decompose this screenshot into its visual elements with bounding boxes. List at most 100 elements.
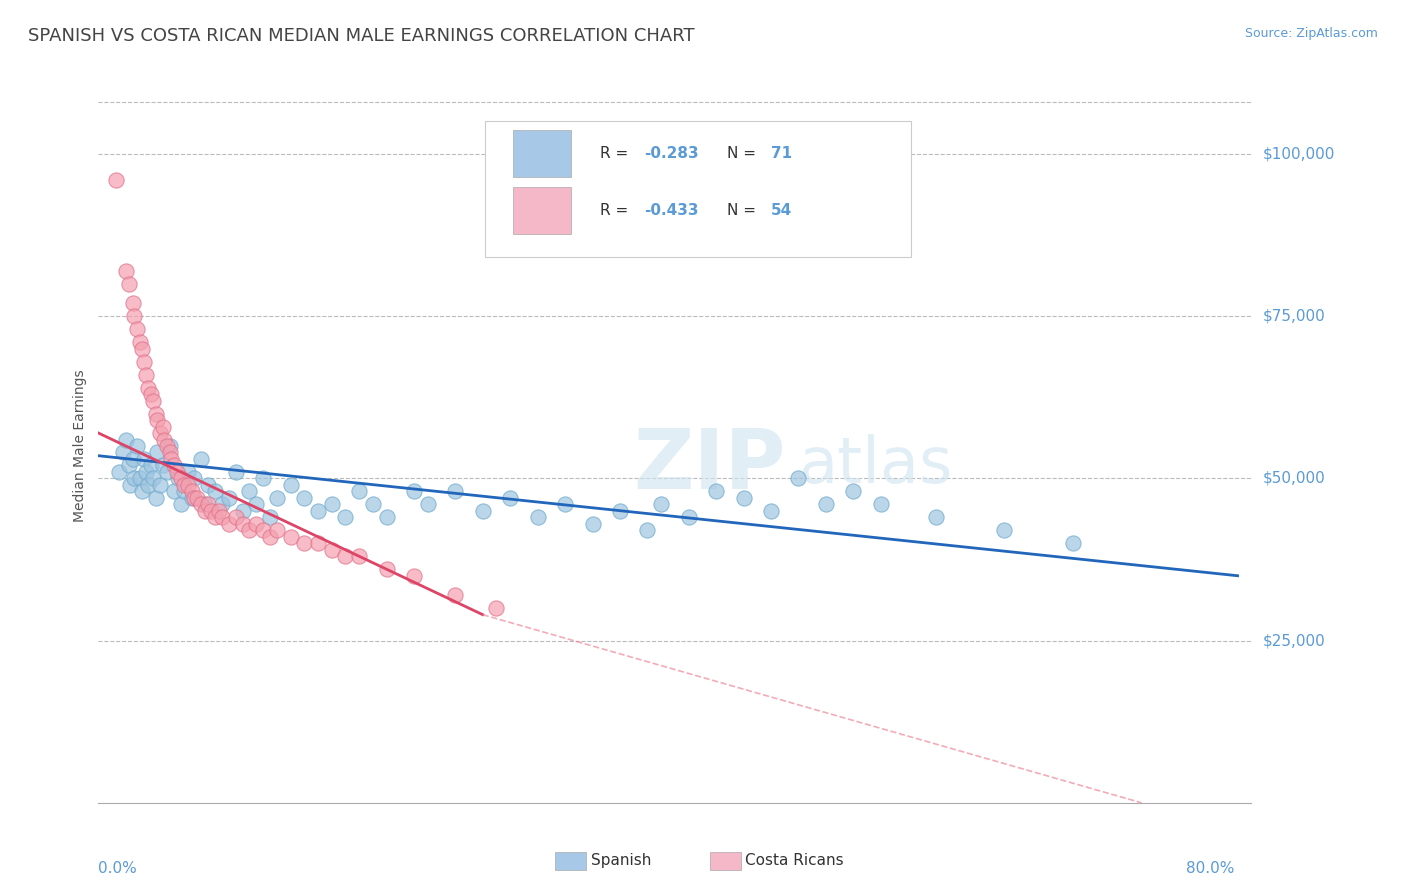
FancyBboxPatch shape (485, 121, 911, 257)
Point (636, 524, 658, 538)
Point (132, 452, 155, 467)
Point (204, 510, 226, 524)
Point (307, 536, 329, 550)
Text: Costa Ricans: Costa Ricans (745, 854, 844, 868)
Point (152, 419, 174, 434)
Point (252, 524, 274, 538)
Point (471, 504, 494, 518)
Point (842, 484, 865, 499)
Point (211, 510, 233, 524)
Point (173, 484, 195, 499)
Point (218, 491, 240, 505)
Point (245, 516, 267, 531)
Point (115, 433, 138, 447)
Point (112, 445, 135, 459)
Point (117, 458, 139, 473)
Point (159, 445, 181, 459)
Point (231, 516, 254, 531)
Point (173, 478, 195, 492)
Point (197, 478, 219, 492)
Point (132, 354, 155, 368)
Point (211, 497, 233, 511)
Point (136, 381, 159, 395)
Point (122, 471, 145, 485)
Point (190, 497, 212, 511)
Point (704, 484, 727, 499)
Point (115, 264, 138, 278)
Point (149, 425, 172, 440)
Point (526, 510, 548, 524)
Point (924, 510, 946, 524)
Point (160, 452, 183, 467)
Point (167, 471, 190, 485)
Text: 80.0%: 80.0% (1187, 861, 1234, 876)
Point (156, 465, 179, 479)
Point (609, 504, 631, 518)
Point (153, 433, 176, 447)
Point (259, 510, 281, 524)
Point (225, 465, 247, 479)
Point (180, 484, 202, 499)
Text: -0.283: -0.283 (644, 146, 699, 161)
Text: Spanish: Spanish (591, 854, 651, 868)
Text: 0.0%: 0.0% (98, 861, 138, 876)
Point (186, 491, 208, 505)
Point (292, 536, 315, 550)
Point (128, 471, 150, 485)
Point (208, 504, 231, 518)
Point (176, 465, 198, 479)
Point (280, 478, 302, 492)
Point (105, 173, 128, 187)
Point (135, 368, 157, 382)
Point (117, 277, 139, 291)
Point (238, 524, 260, 538)
Point (142, 471, 165, 485)
Point (131, 342, 153, 356)
Text: N =: N = (727, 146, 761, 161)
Point (218, 516, 240, 531)
Point (225, 510, 247, 524)
Text: atlas: atlas (799, 434, 953, 497)
Text: N =: N = (727, 203, 761, 218)
Point (190, 452, 212, 467)
Point (159, 439, 181, 453)
Point (499, 491, 522, 505)
Point (145, 491, 167, 505)
Point (238, 484, 260, 499)
Point (245, 497, 267, 511)
Point (145, 407, 167, 421)
FancyBboxPatch shape (513, 130, 571, 177)
Point (122, 310, 145, 324)
Point (444, 588, 467, 602)
Point (375, 562, 398, 576)
Point (125, 439, 148, 453)
Point (176, 478, 198, 492)
Text: $50,000: $50,000 (1263, 471, 1326, 486)
Point (197, 497, 219, 511)
Point (131, 484, 153, 499)
Point (108, 465, 131, 479)
Text: $75,000: $75,000 (1263, 309, 1326, 324)
Point (321, 542, 343, 557)
Point (136, 478, 159, 492)
Text: R =: R = (600, 146, 633, 161)
Point (787, 471, 810, 485)
Point (347, 484, 370, 499)
Point (252, 471, 274, 485)
Point (170, 497, 193, 511)
Point (266, 491, 288, 505)
Point (163, 484, 186, 499)
Point (485, 601, 508, 615)
Point (869, 497, 891, 511)
Text: ZIP: ZIP (634, 425, 786, 506)
Point (166, 465, 188, 479)
Point (335, 510, 357, 524)
Point (139, 387, 162, 401)
Point (307, 504, 329, 518)
Point (128, 335, 150, 350)
Point (814, 497, 837, 511)
Text: $25,000: $25,000 (1263, 633, 1326, 648)
Point (194, 497, 217, 511)
Point (759, 504, 782, 518)
Point (139, 458, 162, 473)
